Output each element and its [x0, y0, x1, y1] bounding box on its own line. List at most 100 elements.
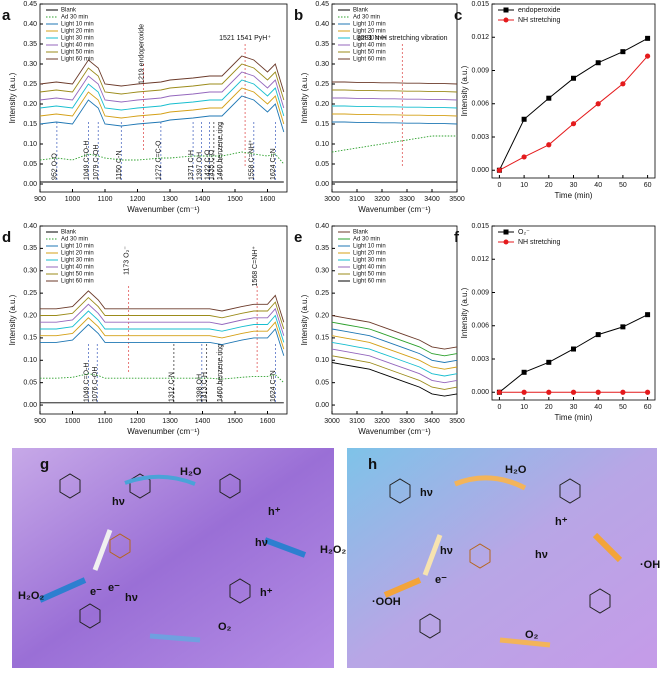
- legend-label: Light 10 min: [61, 244, 94, 250]
- scheme-label: h⁺: [260, 587, 273, 599]
- x-tick-label: 900: [34, 418, 46, 425]
- legend-label: Light 50 min: [353, 50, 386, 56]
- scheme-label: ·OOH: [372, 596, 401, 608]
- x-tick-label: 3500: [449, 196, 465, 203]
- scheme-label: hν: [112, 496, 125, 508]
- y-tick-label: 0.05: [315, 161, 329, 168]
- legend-label: Light 50 min: [61, 50, 94, 56]
- y-tick-label: 0.10: [23, 141, 37, 148]
- marker: [570, 121, 577, 127]
- scheme-label: h⁺: [555, 516, 568, 528]
- legend-label: Light 60 min: [61, 279, 94, 285]
- series-line: [332, 97, 458, 101]
- x-tick-label: 3200: [374, 418, 390, 425]
- marker: [620, 389, 626, 395]
- annotation: 1460 benzene ring: [217, 344, 224, 402]
- annotation: 1076 C-OH: [92, 367, 99, 402]
- plot-frame: [331, 225, 458, 415]
- y-tick-label: 0.40: [315, 223, 329, 230]
- legend-label: Light 30 min: [353, 258, 386, 264]
- legend-label: endoperoxide: [518, 7, 561, 14]
- scheme-label: h⁺: [268, 506, 281, 518]
- annotation: 1079 C-OH: [93, 145, 100, 180]
- y-tick-label: 0.30: [23, 268, 37, 275]
- series-line: [498, 37, 648, 171]
- scheme-label: e⁻: [435, 574, 447, 586]
- series-line: [39, 151, 285, 165]
- x-tick-label: 3000: [324, 418, 340, 425]
- series-line: [39, 95, 285, 133]
- x-tick-label: 1300: [162, 418, 178, 425]
- scheme-label: hν: [255, 537, 268, 549]
- marker: [644, 53, 651, 59]
- series-line: [332, 89, 458, 93]
- legend-label: Light 50 min: [61, 272, 94, 278]
- marker: [570, 389, 577, 395]
- annotation: 1624 C=N: [270, 148, 277, 180]
- legend-label: Light 40 min: [61, 265, 94, 271]
- series-line: [331, 348, 458, 384]
- legend-label: Light 40 min: [353, 43, 386, 49]
- x-tick-label: 1400: [195, 196, 211, 203]
- legend-label: NH stretching: [518, 239, 561, 246]
- series-line: [332, 121, 458, 125]
- x-tick-label: 20: [545, 182, 553, 189]
- x-tick-label: 1200: [130, 418, 146, 425]
- marker: [645, 35, 651, 41]
- plot-frame: [491, 3, 656, 179]
- annotation: 1371 C-H: [188, 150, 195, 180]
- annotation: 1398 OH: [197, 374, 204, 402]
- legend-label: Ad 30 min: [61, 15, 88, 21]
- scheme-label: e⁻: [108, 582, 120, 594]
- x-tick-label: 3100: [349, 196, 365, 203]
- y-tick-label: 0.05: [23, 380, 37, 387]
- series-line: [331, 341, 458, 377]
- x-tick-label: 50: [619, 182, 627, 189]
- panel-label: a: [2, 7, 11, 24]
- annotation: 1558 C=NH⁺: [249, 139, 256, 180]
- legend-label: Light 20 min: [353, 29, 386, 35]
- y-tick-label: 0.30: [315, 61, 329, 68]
- annotation: 1219 endoperoxide: [139, 24, 146, 84]
- legend-label: Light 20 min: [61, 251, 94, 257]
- y-tick-label: 0.20: [23, 312, 37, 319]
- x-tick-label: 60: [644, 404, 652, 411]
- y-tick-label: 0.003: [471, 134, 489, 141]
- x-tick-label: 1100: [97, 418, 112, 425]
- x-tick-label: 1400: [195, 418, 211, 425]
- marker: [521, 389, 527, 395]
- y-tick-label: 0.40: [23, 223, 37, 230]
- y-tick-label: 0.15: [23, 121, 37, 128]
- x-tick-label: 1500: [227, 418, 243, 425]
- legend-label: Light 10 min: [353, 22, 386, 28]
- y-tick-label: 0.25: [315, 81, 329, 88]
- legend-marker: [503, 239, 509, 245]
- scheme-label: hν: [535, 549, 548, 561]
- y-tick-label: 0.00: [315, 402, 329, 409]
- annotation: 1460 benzene ring: [217, 122, 224, 180]
- panel-label: b: [294, 7, 303, 24]
- annotation: 1049 C=O-H: [83, 363, 90, 403]
- scheme-label: O₂: [525, 629, 539, 641]
- y-tick-label: 0.20: [23, 101, 37, 108]
- marker: [496, 167, 503, 173]
- scheme-g-bg: [12, 448, 334, 668]
- x-tick-label: 30: [570, 182, 578, 189]
- x-tick-label: 30: [570, 404, 578, 411]
- y-tick-label: 0.006: [471, 323, 489, 330]
- scheme-h-bg: [347, 448, 657, 668]
- legend-label: Blank: [353, 230, 369, 236]
- legend-label: O₂⁻: [518, 229, 530, 236]
- series-line: [40, 310, 285, 343]
- x-tick-label: 1300: [162, 196, 178, 203]
- y-tick-label: 0.45: [315, 1, 329, 8]
- panel-label: g: [40, 456, 49, 473]
- x-tick-label: 60: [644, 182, 652, 189]
- y-tick-label: 0.05: [315, 380, 329, 387]
- legend-marker: [503, 229, 509, 235]
- x-axis-title: Time (min): [555, 191, 593, 200]
- legend-label: Light 60 min: [353, 57, 386, 63]
- y-tick-label: 0.000: [471, 167, 489, 174]
- marker: [521, 154, 527, 160]
